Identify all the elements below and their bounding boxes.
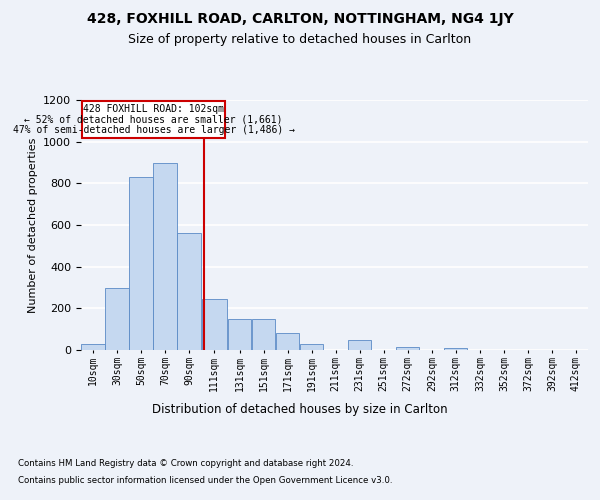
Text: 47% of semi-detached houses are larger (1,486) →: 47% of semi-detached houses are larger (… xyxy=(13,125,295,135)
Text: 428, FOXHILL ROAD, CARLTON, NOTTINGHAM, NG4 1JY: 428, FOXHILL ROAD, CARLTON, NOTTINGHAM, … xyxy=(86,12,514,26)
Text: Size of property relative to detached houses in Carlton: Size of property relative to detached ho… xyxy=(128,32,472,46)
Text: ← 52% of detached houses are smaller (1,661): ← 52% of detached houses are smaller (1,… xyxy=(25,114,283,124)
Bar xyxy=(130,177,153,350)
Bar xyxy=(202,299,227,350)
Bar xyxy=(348,340,371,350)
Text: Distribution of detached houses by size in Carlton: Distribution of detached houses by size … xyxy=(152,402,448,415)
Bar xyxy=(444,348,467,350)
Y-axis label: Number of detached properties: Number of detached properties xyxy=(28,138,38,312)
Text: 428 FOXHILL ROAD: 102sqm: 428 FOXHILL ROAD: 102sqm xyxy=(83,104,224,114)
Bar xyxy=(178,234,201,350)
Bar xyxy=(82,344,104,350)
Text: Contains HM Land Registry data © Crown copyright and database right 2024.: Contains HM Land Registry data © Crown c… xyxy=(18,458,353,468)
Text: Contains public sector information licensed under the Open Government Licence v3: Contains public sector information licen… xyxy=(18,476,392,485)
Bar xyxy=(396,347,419,350)
Bar xyxy=(300,344,323,350)
Bar xyxy=(154,162,177,350)
Bar xyxy=(106,288,128,350)
FancyBboxPatch shape xyxy=(82,101,225,138)
Bar xyxy=(276,334,299,350)
Bar xyxy=(252,319,275,350)
Bar xyxy=(228,319,251,350)
